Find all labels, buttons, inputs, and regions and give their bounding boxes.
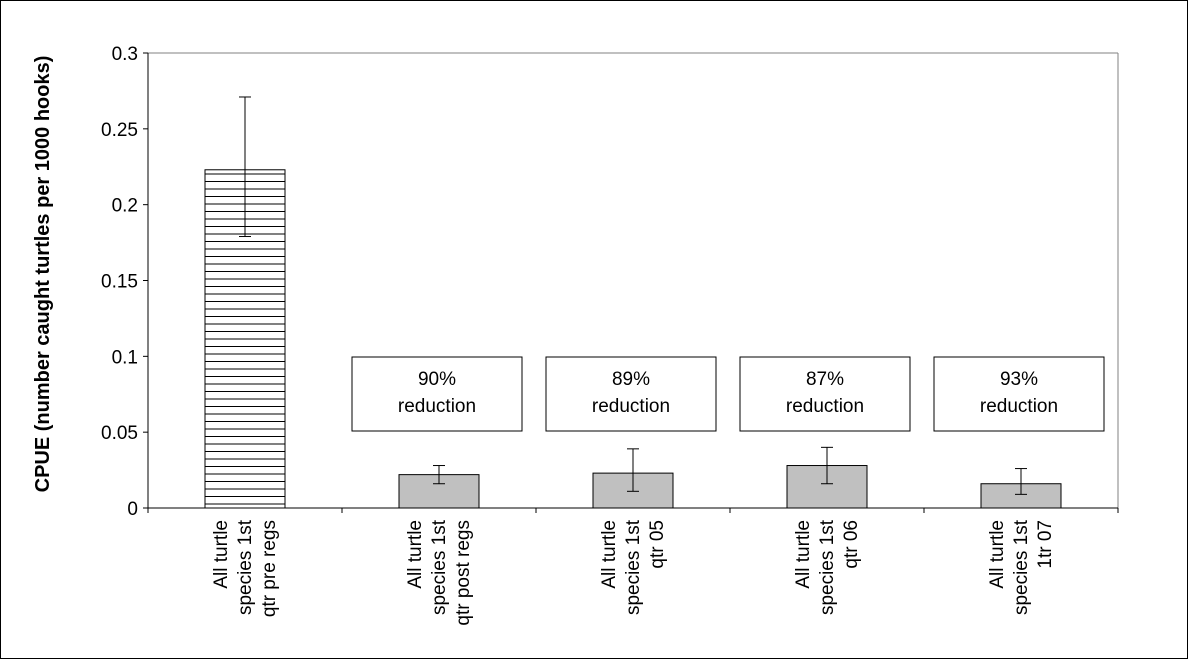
category-label-3-line-2: qtr 06: [841, 520, 862, 569]
y-tick-label-5: 0.25: [101, 120, 138, 141]
category-label-0: All turtle species 1st qtr pre regs: [211, 519, 280, 617]
annotation-text-3-0: 93%: [1000, 369, 1038, 390]
category-label-4-line-1: species 1st: [1011, 519, 1032, 615]
annotation-text-2-0: 87%: [806, 369, 844, 390]
category-label-0-line-0: All turtle: [211, 520, 232, 589]
y-tick-label-2: 0.1: [112, 347, 138, 368]
annotation-text-0-1: reduction: [398, 396, 476, 417]
annotation-text-1-1: reduction: [592, 396, 670, 417]
category-label-1-line-2: qtr post regs: [453, 520, 474, 626]
category-label-1-line-0: All turtle: [405, 520, 426, 589]
category-label-4-line-0: All turtle: [987, 520, 1008, 589]
category-label-1: All turtle species 1st qtr post regs: [405, 519, 474, 625]
error-bars-group: [239, 96, 1027, 495]
y-axis-label: CPUE (number caught turtles per 1000 hoo…: [32, 56, 54, 493]
category-label-0-line-2: qtr pre regs: [259, 520, 280, 617]
annotation-0: 90% reduction: [351, 356, 523, 432]
category-label-3-line-0: All turtle: [793, 520, 814, 589]
y-tick-label-1: 0.05: [101, 423, 138, 444]
y-tick-label-6: 0.3: [112, 44, 138, 65]
annotation-text-2-1: reduction: [786, 396, 864, 417]
y-tick-label-3: 0.15: [101, 272, 138, 293]
annotation-box-0: [351, 356, 523, 432]
annotation-2: 87% reduction: [739, 356, 911, 432]
y-tick-labels: 0 0.05 0.1 0.15 0.2 0.25 0.3: [101, 44, 138, 520]
annotation-text-3-1: reduction: [980, 396, 1058, 417]
annotation-box-2: [739, 356, 911, 432]
annotation-3: 93% reduction: [933, 356, 1105, 432]
annotation-box-3: [933, 356, 1105, 432]
category-label-3-line-1: species 1st: [817, 519, 838, 615]
category-label-2: All turtle species 1st qtr 05: [599, 519, 668, 615]
annotation-box-1: [545, 356, 717, 432]
category-label-2-line-2: qtr 05: [647, 520, 668, 569]
y-tick-label-0: 0: [127, 499, 138, 520]
annotation-1: 89% reduction: [545, 356, 717, 432]
annotation-text-0-0: 90%: [418, 369, 456, 390]
category-label-4: All turtle species 1st 1tr 07: [987, 519, 1056, 615]
axes-group: [143, 52, 1119, 513]
annotations-group: 90% reduction 89% reduction 87% reduction 93% r…: [351, 356, 1105, 432]
category-label-4-line-2: 1tr 07: [1035, 520, 1056, 569]
annotation-text-1-0: 89%: [612, 369, 650, 390]
x-tick-labels: All turtle species 1st qtr pre regs All tur…: [211, 519, 1056, 625]
category-label-2-line-0: All turtle: [599, 520, 620, 589]
category-label-0-line-1: species 1st: [235, 519, 256, 615]
y-tick-label-4: 0.2: [112, 196, 138, 217]
category-label-3: All turtle species 1st qtr 06: [793, 519, 862, 615]
category-label-1-line-1: species 1st: [429, 519, 450, 615]
plot-area: [148, 52, 1119, 508]
category-label-2-line-1: species 1st: [623, 519, 644, 615]
